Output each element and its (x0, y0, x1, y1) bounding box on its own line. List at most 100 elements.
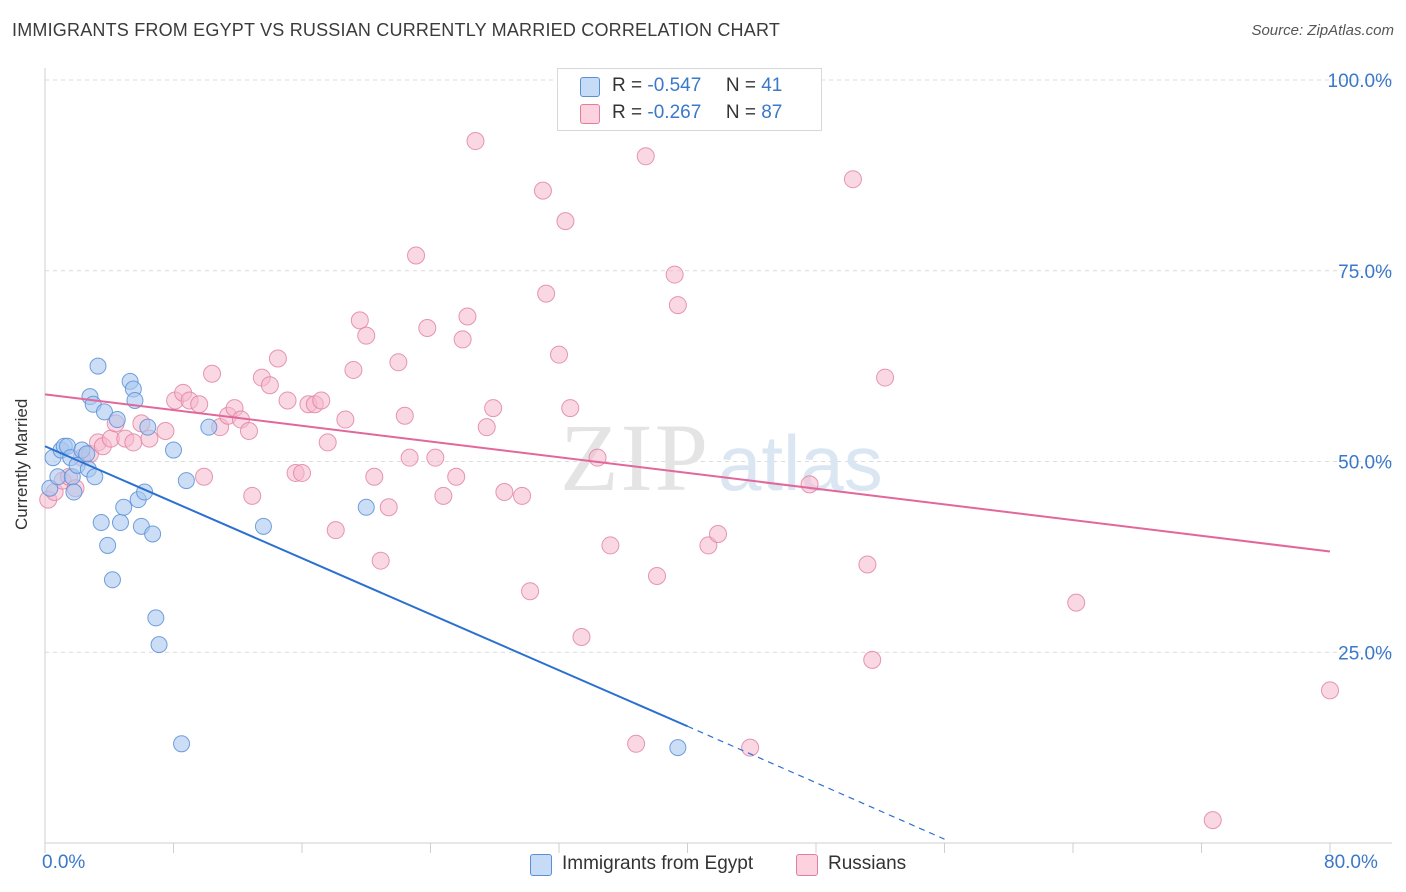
egypt-point (357, 498, 375, 516)
y-tick-label: 50.0% (1338, 453, 1392, 474)
egypt-point (115, 498, 133, 516)
egypt-point (49, 468, 67, 486)
egypt-point (150, 636, 168, 654)
russians-point (550, 345, 568, 364)
russians-point (239, 421, 258, 440)
russians-point (601, 536, 620, 555)
egypt-point (139, 418, 157, 436)
egypt-point (177, 472, 195, 490)
russians-point (843, 170, 862, 189)
russians-point (709, 524, 728, 543)
r-label: R = (612, 102, 643, 123)
russians-point (318, 433, 337, 452)
russians-point (418, 318, 437, 337)
russians-point (466, 132, 485, 151)
legend-label-russians: Russians (828, 853, 907, 874)
egypt-point (92, 514, 110, 532)
y-tick-label: 75.0% (1338, 262, 1392, 283)
watermark: ZIP atlas (560, 404, 883, 511)
russians-point (665, 265, 684, 284)
russians-point (312, 391, 331, 410)
x-tick-label-min: 0.0% (42, 852, 86, 873)
russians-point (350, 311, 369, 330)
egypt-point (144, 525, 162, 543)
russians-point (260, 376, 279, 395)
russians-trendline (44, 393, 1331, 553)
egypt-point (99, 536, 117, 554)
russians-point (278, 391, 297, 410)
russians-point (858, 555, 877, 574)
y-tick-labels: 25.0% 50.0% 75.0% 100.0% (1328, 71, 1393, 664)
russians-point (344, 360, 363, 379)
russians-points (39, 132, 1339, 830)
russians-point (668, 296, 687, 315)
russians-point (647, 566, 666, 585)
russians-point (537, 284, 556, 303)
russians-point (365, 467, 384, 486)
egypt-legend-swatch (530, 854, 552, 876)
russians-point (863, 650, 882, 669)
russians-point (426, 448, 445, 467)
egypt-point (65, 483, 83, 501)
egypt-point (165, 441, 182, 459)
russians-point (395, 406, 414, 425)
egypt-swatch (580, 77, 600, 97)
y-tick-label: 25.0% (1338, 643, 1392, 664)
series-legend: Immigrants from Egypt Russians (0, 852, 1406, 880)
russians-point (379, 498, 398, 517)
russians-point (447, 467, 466, 486)
russians-point (572, 627, 591, 646)
egypt-point (254, 517, 272, 535)
russians-point (513, 486, 532, 505)
watermark-atlas: atlas (718, 419, 883, 507)
russians-point (556, 212, 575, 231)
russians-point (636, 147, 655, 166)
russians-point (156, 421, 175, 440)
russians-point (627, 734, 646, 753)
x-tick-label-max: 80.0% (1324, 852, 1378, 873)
egypt-point (200, 418, 218, 436)
n-label: N = (725, 102, 756, 123)
egypt-point (173, 735, 191, 753)
n-label: N = (725, 75, 756, 96)
stats-legend: R = -0.547 N = 41 R = -0.267 N = 87 (557, 68, 822, 131)
russians-point (477, 418, 496, 437)
n-value-russians: 87 (761, 102, 783, 123)
russians-point (458, 307, 477, 326)
russians-point (268, 349, 287, 368)
source-credit: Source: ZipAtlas.com (1251, 22, 1394, 39)
russians-point (336, 410, 355, 429)
russians-point (195, 467, 214, 486)
russians-point (243, 486, 262, 505)
russians-point (484, 399, 503, 418)
russians-point (407, 246, 426, 265)
russians-point (453, 330, 472, 349)
russians-point (124, 433, 143, 452)
egypt-point (103, 571, 121, 589)
egypt-point (95, 403, 113, 421)
russians-point (434, 486, 453, 505)
russians-point (561, 399, 580, 418)
legend-label-egypt: Immigrants from Egypt (562, 853, 754, 874)
chart-title: IMMIGRANTS FROM EGYPT VS RUSSIAN CURRENT… (12, 20, 781, 40)
egypt-point (108, 411, 126, 429)
egypt-trendline-extension (687, 725, 945, 840)
russians-point (371, 551, 390, 570)
watermark-zip: ZIP (560, 404, 710, 511)
egypt-points (41, 357, 687, 757)
russians-point (1203, 811, 1222, 830)
egypt-trendline (44, 445, 688, 728)
n-value-egypt: 41 (761, 75, 783, 96)
russians-point (190, 395, 209, 414)
egypt-point (89, 357, 107, 375)
egypt-point (111, 514, 129, 532)
russians-point (495, 483, 514, 502)
russians-point (533, 181, 552, 200)
r-value-russians: -0.267 (647, 102, 702, 123)
egypt-point (147, 609, 165, 627)
russians-point (741, 738, 760, 757)
r-label: R = (612, 75, 643, 96)
russians-point (521, 582, 540, 601)
russians-legend-swatch (796, 854, 818, 876)
